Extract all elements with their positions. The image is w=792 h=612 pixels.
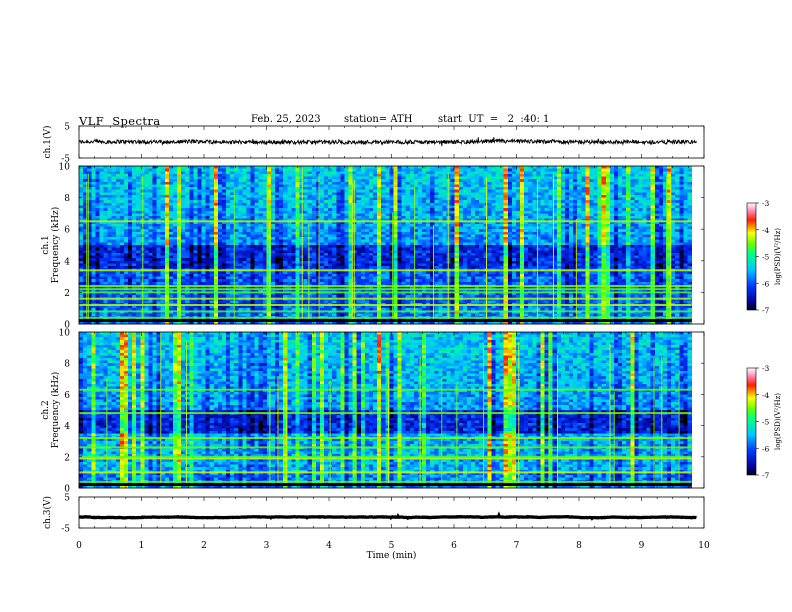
ch1-spectrogram-panel: 0 2 4 6 8 10 ch.1 Frequency (kHz) -3 -4 -5 -6 -7 log(… [41, 163, 782, 331]
y-tick-label: 8 [64, 194, 70, 204]
y-axis-label: ch.3(V) [42, 496, 53, 529]
y-tick-label: 6 [64, 226, 70, 236]
y-tick-label: 0 [64, 321, 70, 331]
colorbar-tick-label: -6 [762, 444, 770, 453]
colorbar-tick-label: -5 [762, 253, 770, 262]
colorbar-tick-label: -3 [762, 364, 770, 373]
frequency-band-line [79, 457, 692, 460]
frequency-band-line [79, 388, 692, 391]
colorbar [746, 202, 757, 311]
y-tick-label: 10 [59, 163, 71, 173]
x-tick-label: 9 [639, 541, 645, 551]
x-axis-label: Time (min) [367, 550, 417, 561]
x-tick-label: 1 [139, 541, 145, 551]
y-axis-label: ch.1 [41, 235, 51, 254]
y-tick-label: 4 [64, 422, 70, 432]
x-tick-label: 6 [451, 541, 457, 551]
y-tick-label: 2 [64, 453, 70, 463]
x-tick-label: 7 [514, 541, 520, 551]
y-tick-label: 10 [59, 329, 71, 339]
low-frequency-band [79, 483, 692, 486]
y-axis-label: Frequency (kHz) [50, 207, 61, 284]
frequency-band-line [79, 220, 692, 223]
colorbar-tick-label: -4 [762, 226, 770, 235]
x-tick-label: 3 [264, 541, 270, 551]
y-tick-label: 5 [64, 123, 70, 133]
spectrogram-cells [79, 166, 692, 325]
waveform-line [78, 137, 697, 147]
y-axis-label: ch.2 [41, 400, 51, 419]
ch2-spectrogram-panel: 0 2 4 6 8 10 ch.2 Frequency (kHz) -3 -4 -5 -6 -7 log(… [41, 329, 782, 495]
figure-title: VLF Spectra [79, 114, 161, 128]
frequency-band-line [79, 291, 692, 294]
frequency-band-line [79, 297, 692, 300]
y-tick-label: 8 [64, 360, 70, 370]
x-tick-label: 5 [389, 541, 395, 551]
ch1-waveform-panel: 5 -5 ch.1(V) [42, 123, 705, 165]
x-tick-label: 8 [576, 541, 582, 551]
station-label: station= ATH [344, 114, 413, 125]
spectrogram-cells [79, 332, 692, 489]
y-tick-label: -5 [61, 525, 70, 535]
time-axis: 0 1 2 3 4 5 6 7 8 9 10 Time (min) [76, 541, 710, 561]
colorbar-tick-label: -7 [762, 306, 770, 315]
date-label: Feb. 25, 2023 [251, 114, 321, 125]
x-tick-label: 0 [76, 541, 82, 551]
frequency-band-line [79, 446, 692, 449]
y-tick-label: 0 [64, 485, 70, 495]
colorbar-label: log(PSD)(V²/Hz) [774, 228, 782, 285]
x-tick-label: 2 [201, 541, 207, 551]
ch3-waveform-panel: 5 -5 ch.3(V) [42, 494, 705, 535]
y-tick-label: -5 [61, 155, 70, 165]
frequency-band-line [79, 269, 692, 272]
y-tick-label: 5 [64, 494, 70, 504]
colorbar [746, 367, 757, 476]
colorbar-tick-label: -7 [762, 471, 770, 480]
waveform-line [79, 511, 697, 521]
y-tick-label: 4 [64, 257, 70, 267]
y-tick-label: 2 [64, 289, 70, 299]
frequency-band-line [79, 288, 692, 291]
y-axis-label: Frequency (kHz) [50, 372, 61, 449]
colorbar-tick-label: -4 [762, 391, 770, 400]
panel-frame [78, 496, 705, 529]
low-frequency-band [79, 319, 692, 322]
y-tick-label: 6 [64, 391, 70, 401]
frequency-band-line [79, 285, 692, 288]
x-tick-label: 4 [326, 541, 332, 551]
frequency-band-line [79, 471, 692, 474]
colorbar-tick-label: -5 [762, 418, 770, 427]
colorbar-tick-label: -6 [762, 279, 770, 288]
colorbar-tick-label: -3 [762, 199, 770, 208]
x-tick-label: 10 [698, 541, 710, 551]
frequency-band-line [79, 455, 692, 458]
frequency-band-line [79, 310, 692, 313]
start-time-label: start UT = 2 :40: 1 [438, 114, 550, 125]
frequency-band-line [79, 437, 692, 440]
frequency-band-line [79, 480, 692, 483]
frequency-band-line [79, 316, 692, 319]
frequency-band-line [79, 412, 692, 415]
colorbar-label: log(PSD)(V²/Hz) [774, 393, 782, 450]
frequency-band-line [79, 304, 692, 306]
y-axis-label: ch.1(V) [42, 126, 53, 159]
